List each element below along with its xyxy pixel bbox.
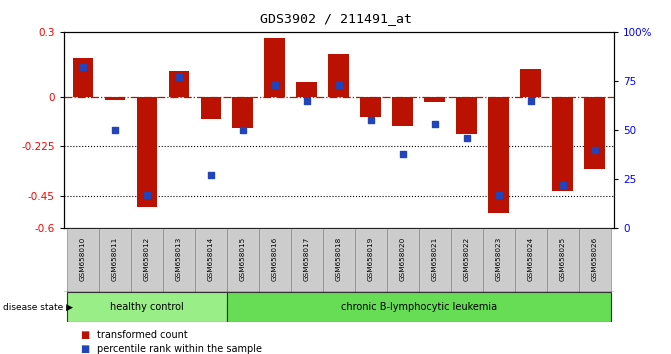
Text: GSM658014: GSM658014 xyxy=(208,237,214,281)
Point xyxy=(589,147,600,153)
Point xyxy=(174,74,185,80)
Text: GSM658021: GSM658021 xyxy=(432,237,437,281)
Text: GSM658018: GSM658018 xyxy=(336,237,342,281)
Bar xyxy=(136,97,157,206)
Bar xyxy=(67,292,227,322)
Text: ■: ■ xyxy=(81,330,90,339)
Bar xyxy=(67,228,99,292)
Bar xyxy=(329,54,349,97)
Bar xyxy=(393,97,413,126)
Bar xyxy=(131,228,163,292)
Text: GSM658016: GSM658016 xyxy=(272,237,278,281)
Bar xyxy=(579,228,611,292)
Text: disease state ▶: disease state ▶ xyxy=(3,303,73,312)
Bar xyxy=(521,69,541,97)
Text: GSM658026: GSM658026 xyxy=(592,237,598,281)
Bar xyxy=(99,228,131,292)
Bar xyxy=(168,71,189,97)
Point xyxy=(525,98,536,103)
Bar xyxy=(195,228,227,292)
Text: GSM658019: GSM658019 xyxy=(368,237,374,281)
Text: GSM658020: GSM658020 xyxy=(400,237,406,281)
Text: transformed count: transformed count xyxy=(97,330,188,339)
Point xyxy=(109,127,120,133)
Text: GSM658015: GSM658015 xyxy=(240,237,246,281)
Point xyxy=(429,121,440,127)
Point xyxy=(205,172,216,178)
Bar xyxy=(387,228,419,292)
Bar xyxy=(584,97,605,170)
Bar xyxy=(227,228,259,292)
Bar xyxy=(425,97,446,102)
Bar xyxy=(488,97,509,213)
Text: GDS3902 / 211491_at: GDS3902 / 211491_at xyxy=(260,12,411,25)
Bar xyxy=(264,38,285,97)
Bar xyxy=(451,228,483,292)
Bar xyxy=(201,97,221,119)
Point xyxy=(493,192,504,198)
Text: percentile rank within the sample: percentile rank within the sample xyxy=(97,344,262,354)
Text: GSM658025: GSM658025 xyxy=(560,237,566,281)
Text: GSM658011: GSM658011 xyxy=(112,237,118,281)
Bar xyxy=(483,228,515,292)
Bar xyxy=(515,228,547,292)
Text: GSM658022: GSM658022 xyxy=(464,237,470,281)
Point xyxy=(366,118,376,123)
Bar xyxy=(163,228,195,292)
Point xyxy=(397,151,408,156)
Text: GSM658013: GSM658013 xyxy=(176,237,182,281)
Bar xyxy=(355,228,387,292)
Point xyxy=(558,182,568,188)
Text: GSM658010: GSM658010 xyxy=(80,237,86,281)
Bar xyxy=(105,97,125,99)
Point xyxy=(270,82,280,88)
Bar xyxy=(456,97,477,135)
Text: GSM658024: GSM658024 xyxy=(528,237,534,281)
Text: ■: ■ xyxy=(81,344,90,354)
Point xyxy=(142,192,152,198)
Bar xyxy=(547,228,579,292)
Bar xyxy=(323,228,355,292)
Text: chronic B-lymphocytic leukemia: chronic B-lymphocytic leukemia xyxy=(341,302,497,312)
Text: healthy control: healthy control xyxy=(110,302,184,312)
Text: GSM658023: GSM658023 xyxy=(496,237,502,281)
Bar xyxy=(227,292,611,322)
Bar xyxy=(232,97,253,128)
Bar xyxy=(297,82,317,97)
Point xyxy=(301,98,312,103)
Text: GSM658012: GSM658012 xyxy=(144,237,150,281)
Bar xyxy=(291,228,323,292)
Text: GSM658017: GSM658017 xyxy=(304,237,310,281)
Point xyxy=(238,127,248,133)
Bar xyxy=(72,58,93,97)
Bar xyxy=(419,228,451,292)
Bar xyxy=(552,97,573,191)
Point xyxy=(333,82,344,88)
Point xyxy=(462,135,472,141)
Point xyxy=(78,64,89,70)
Bar xyxy=(259,228,291,292)
Bar xyxy=(360,97,381,117)
